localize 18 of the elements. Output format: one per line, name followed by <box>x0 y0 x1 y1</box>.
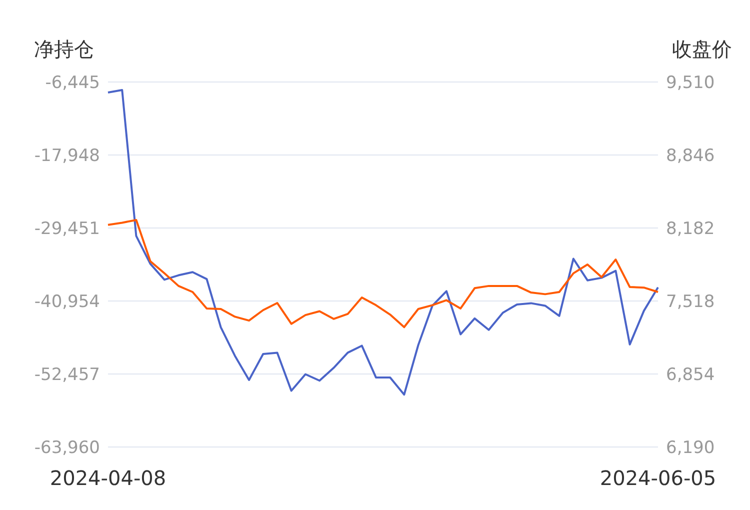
y2-axis-title: 收盘价 <box>672 36 732 63</box>
x-tick-label: 2024-04-08 <box>50 466 166 490</box>
y2-tick-label: 6,190 <box>666 438 715 458</box>
y2-tick-label: 9,510 <box>666 73 715 94</box>
y2-tick-label: 6,854 <box>666 365 715 386</box>
y-tick-label: -52,457 <box>34 365 100 386</box>
y-tick-label: -29,451 <box>34 219 100 240</box>
y-tick-label: -17,948 <box>34 146 100 166</box>
y-axis-title: 净持仓 <box>34 36 94 63</box>
y2-tick-label: 8,846 <box>666 146 715 166</box>
y2-tick-label: 7,518 <box>666 292 715 312</box>
x-tick-label: 2024-06-05 <box>600 466 716 490</box>
line-series <box>107 88 659 396</box>
line-series <box>107 218 659 328</box>
y2-tick-label: 8,182 <box>666 219 715 240</box>
y-tick-label: -40,954 <box>34 292 100 312</box>
y-tick-label: -6,445 <box>45 73 100 94</box>
y-tick-label: -63,960 <box>34 438 100 458</box>
